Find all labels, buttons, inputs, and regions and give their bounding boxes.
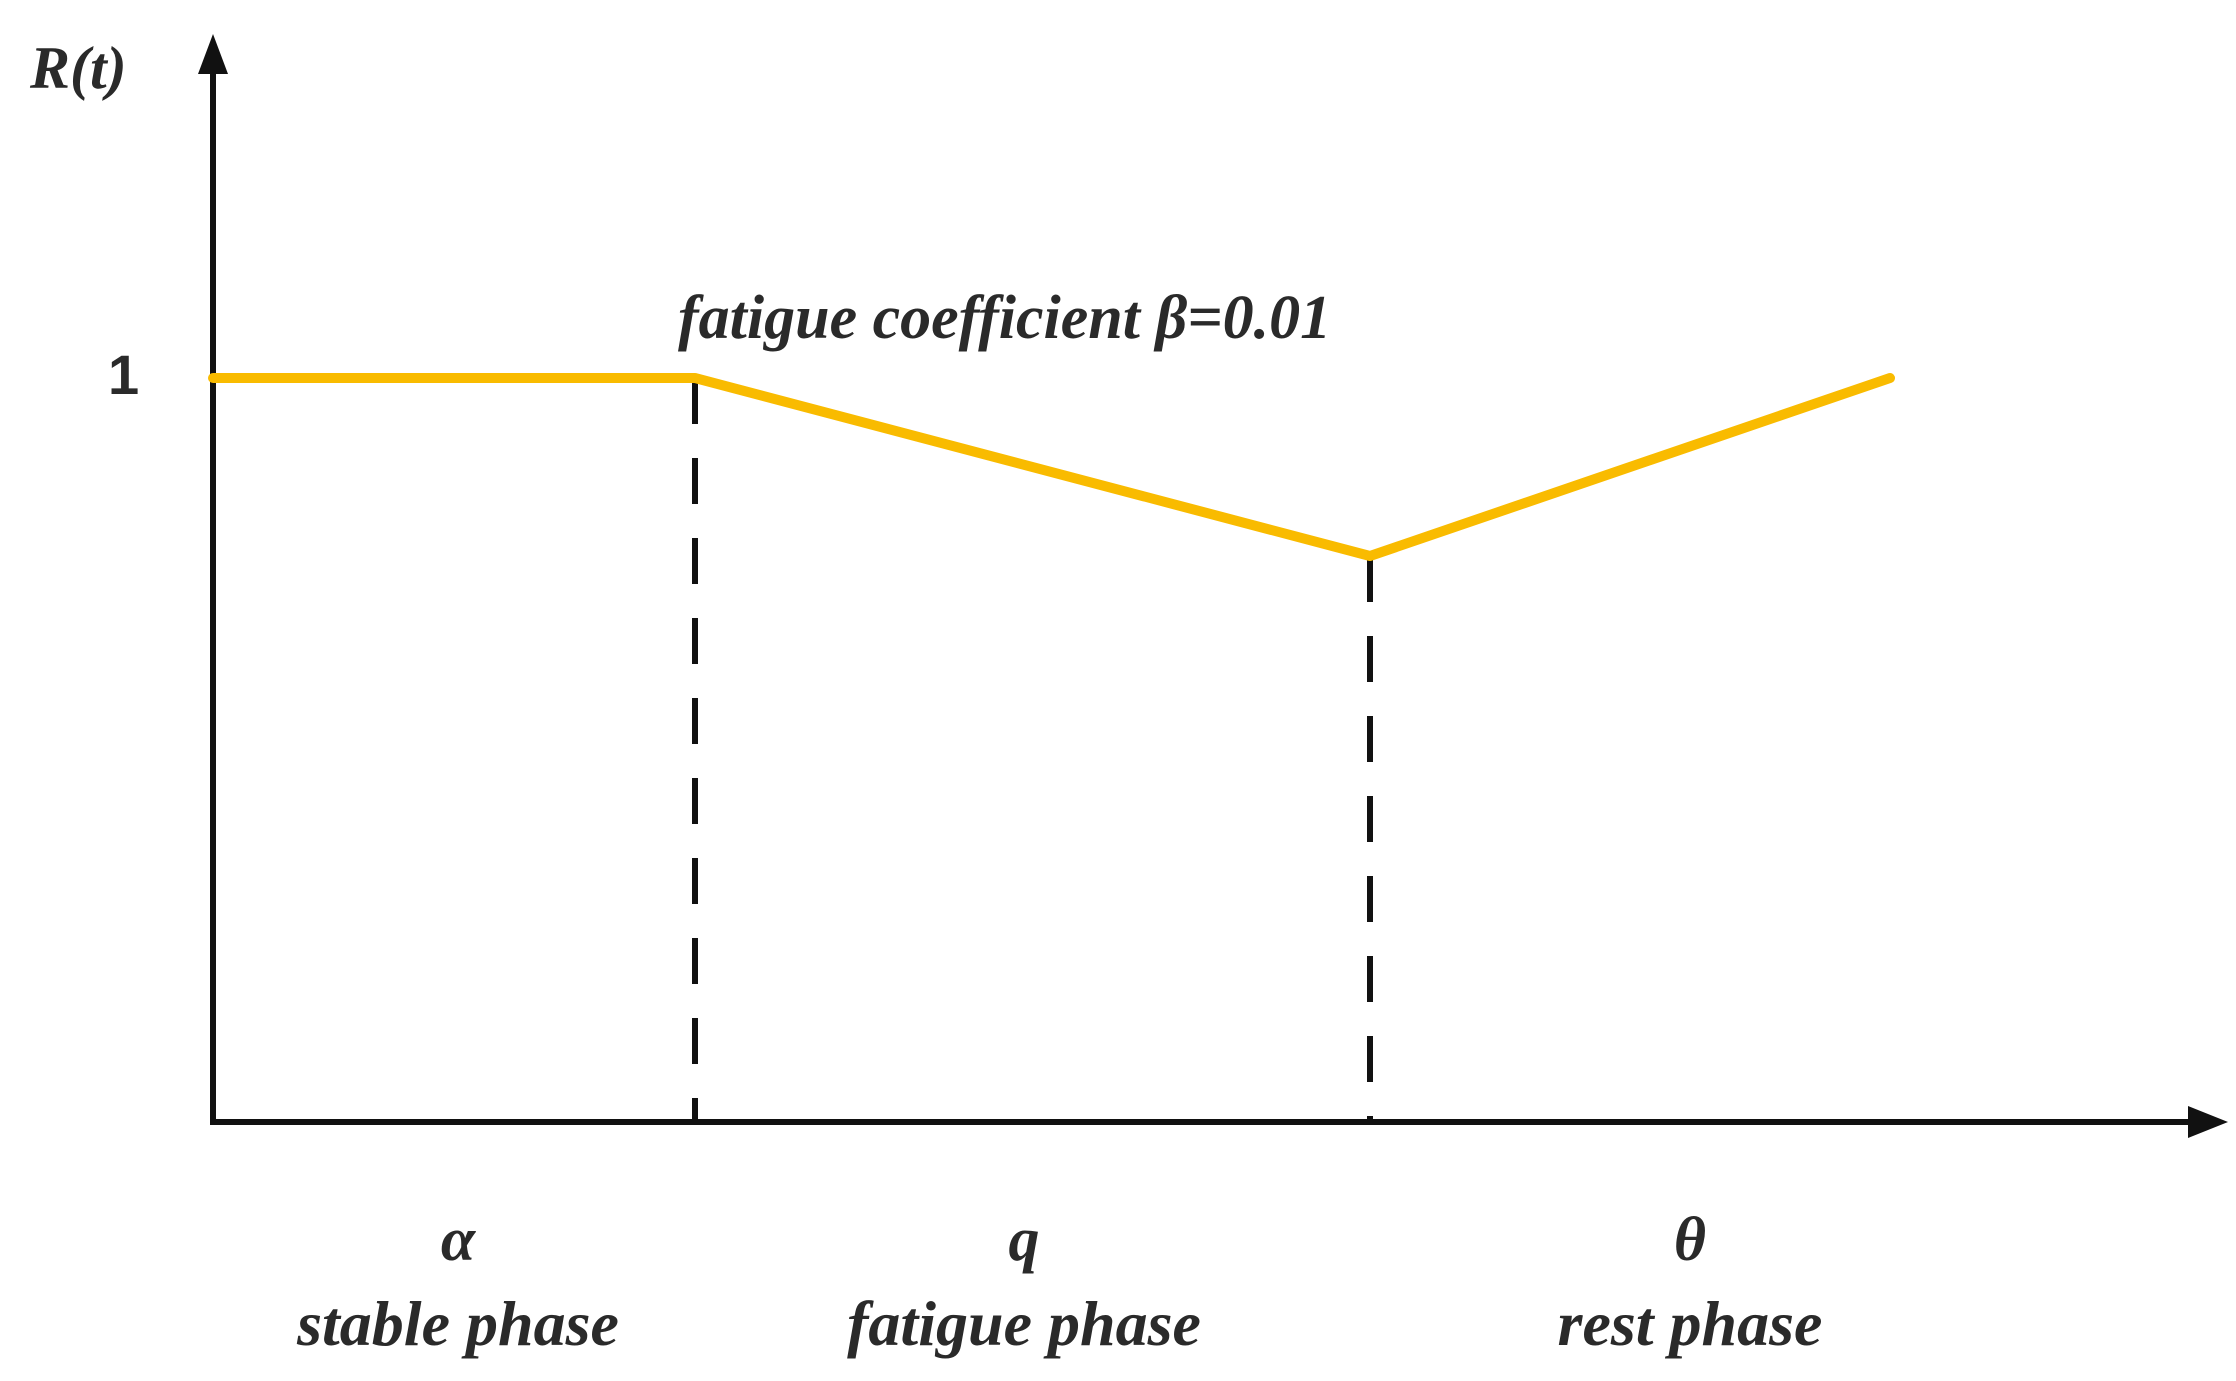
phase-symbol-theta: θ	[1674, 1206, 1706, 1274]
phase-symbol-alpha: α	[441, 1206, 477, 1274]
y-tick-label: 1	[108, 343, 139, 406]
x-axis-arrow	[2188, 1106, 2228, 1138]
phase-symbol-q: q	[1009, 1206, 1040, 1274]
fatigue-coefficient-annotation: fatigue coefficient β=0.01	[678, 284, 1331, 352]
resilience-curve	[208, 373, 1895, 561]
phase-name-rest: rest phase	[1558, 1288, 1823, 1359]
phase-name-fatigue: fatigue phase	[847, 1288, 1201, 1359]
y-axis-label: R(t)	[29, 35, 127, 101]
phase-name-stable: stable phase	[296, 1288, 619, 1359]
y-axis-arrow	[198, 34, 228, 74]
